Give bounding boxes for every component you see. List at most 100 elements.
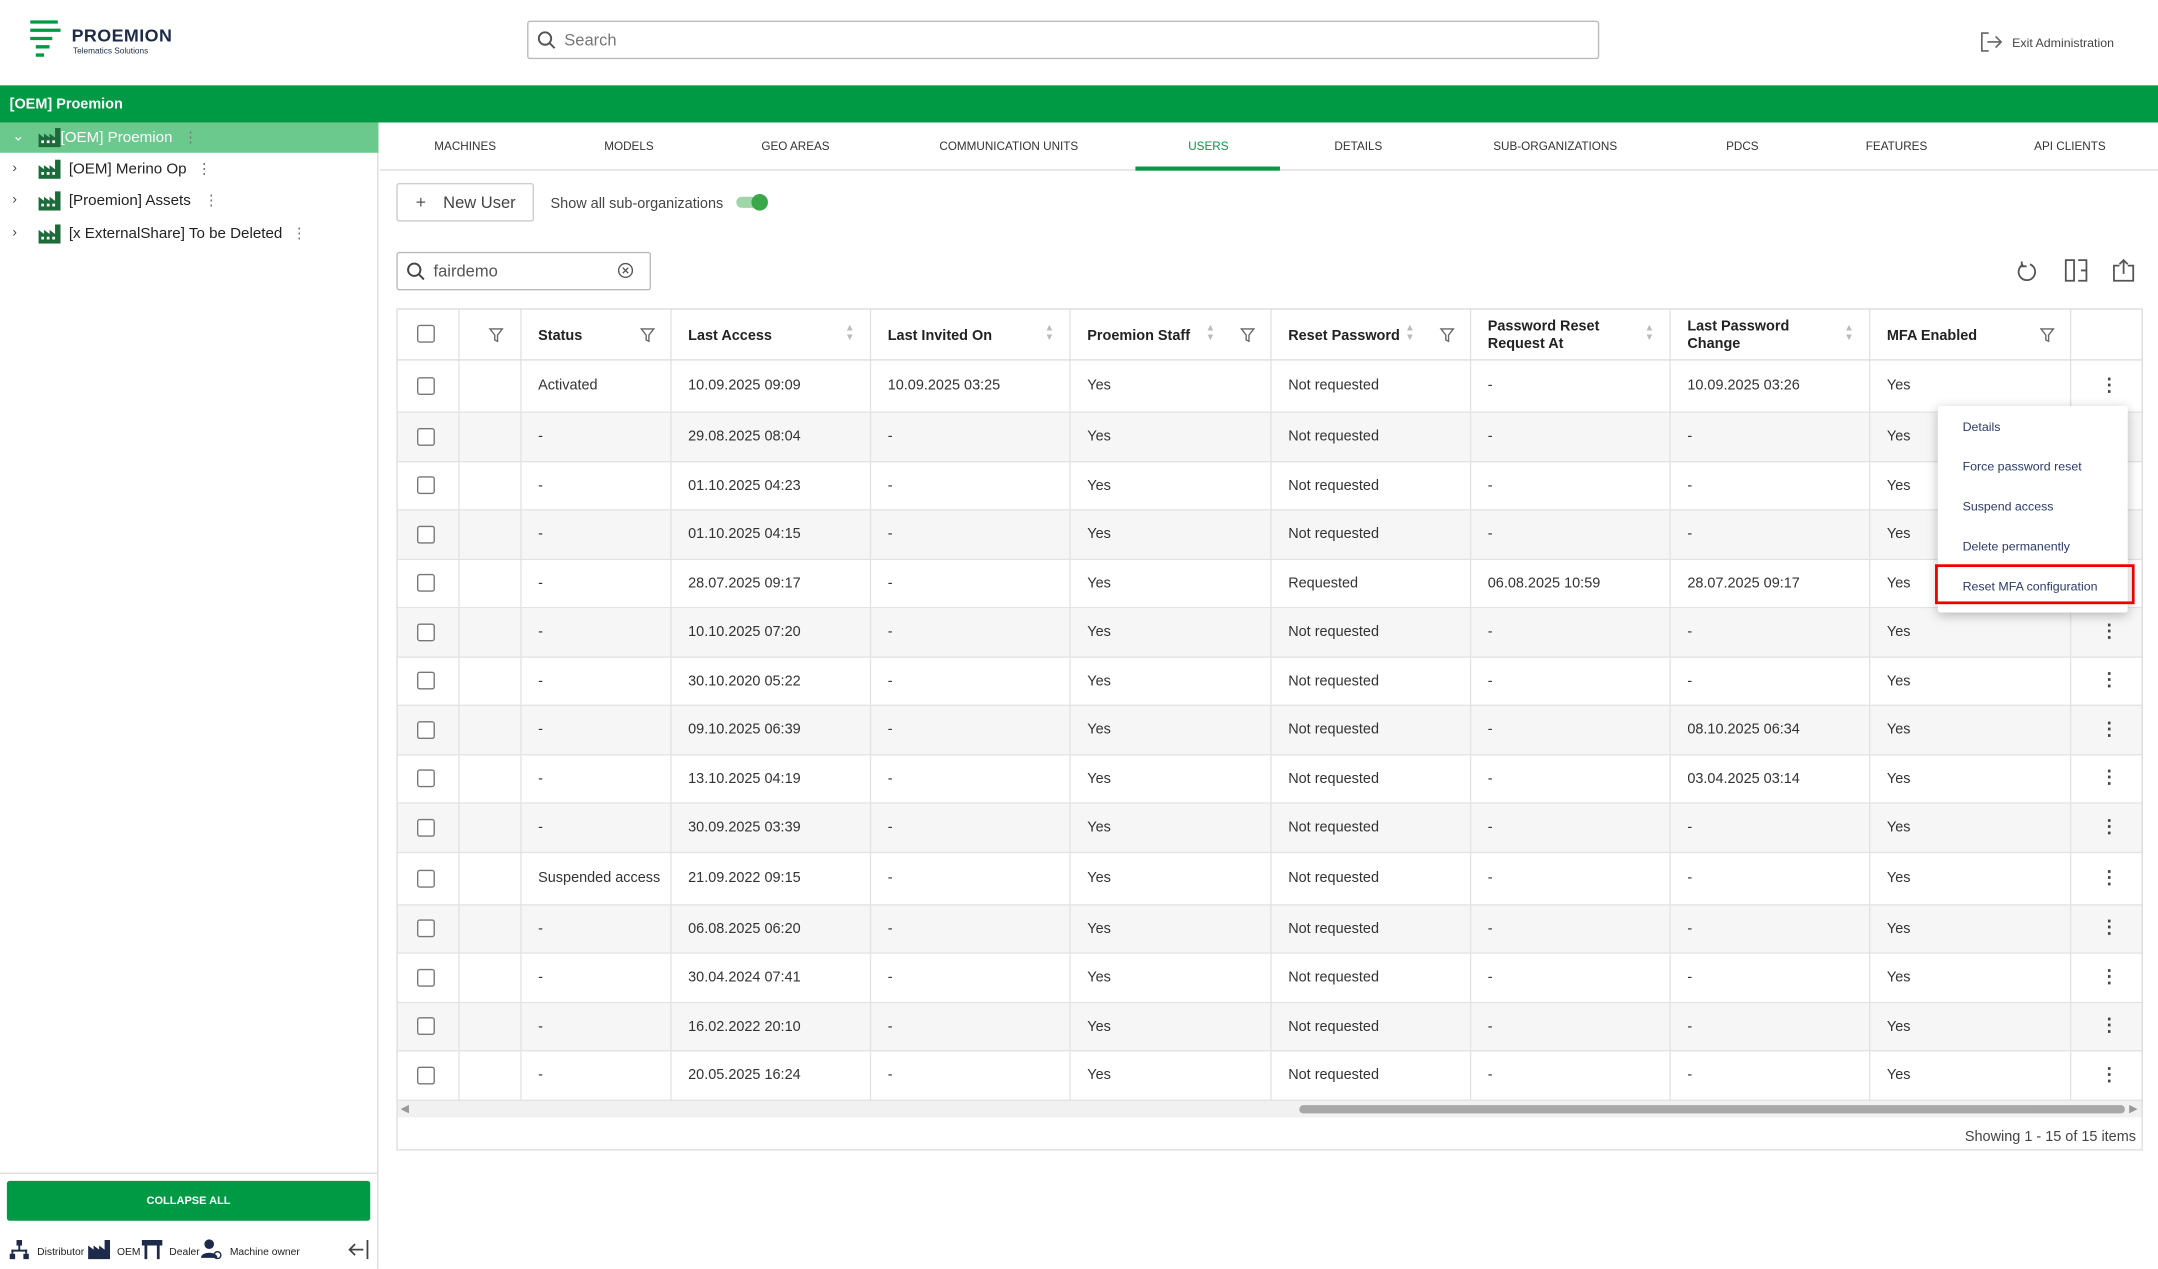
sidebar-collapse-icon[interactable] — [347, 1240, 369, 1260]
tab[interactable]: API CLIENTS — [2034, 139, 2106, 153]
tab[interactable]: SUB-ORGANIZATIONS — [1493, 139, 1618, 153]
table-cell: Yes — [1886, 477, 1911, 494]
table-cell: Yes — [1886, 526, 1911, 543]
sort-icon[interactable]: ▲ ▼ — [1205, 323, 1216, 343]
collapse-button[interactable] — [6, 1180, 371, 1221]
sort-icon[interactable]: ▲ ▼ — [1644, 323, 1655, 343]
scrollbar-thumb[interactable] — [1299, 1105, 2125, 1114]
filter-icon[interactable] — [488, 325, 504, 350]
row-actions[interactable]: ⋮ — [2100, 866, 2119, 888]
row-checkbox[interactable] — [417, 525, 435, 544]
tree-label[interactable]: [OEM] Merino Op — [68, 161, 187, 178]
row-checkbox[interactable] — [417, 574, 435, 593]
tab[interactable]: USERS — [1188, 139, 1229, 153]
row-actions[interactable]: ⋮ — [2100, 718, 2119, 739]
scroll-right[interactable]: ▶ — [2129, 1102, 2138, 1115]
filter-icon[interactable] — [2039, 325, 2055, 350]
tree-kebab[interactable]: ⋮ — [196, 161, 212, 178]
dealer-icon — [141, 1240, 163, 1260]
row-actions[interactable]: ⋮ — [2100, 1014, 2119, 1036]
filter-icon[interactable] — [639, 325, 656, 350]
new-user-button[interactable] — [396, 183, 534, 222]
column-header[interactable]: Last Password Change — [1687, 317, 1790, 353]
exit-icon[interactable] — [1980, 32, 2003, 53]
filter-icon[interactable] — [1439, 325, 1455, 350]
menu-item[interactable]: Reset MFA configuration — [1962, 579, 2098, 594]
sort-icon[interactable]: ▲ ▼ — [1405, 323, 1415, 343]
header-checkbox[interactable] — [417, 324, 435, 343]
column-header[interactable]: Status — [538, 326, 583, 344]
row-actions[interactable]: ⋮ — [2100, 1063, 2119, 1085]
row-checkbox[interactable] — [417, 919, 435, 938]
table-row — [397, 657, 2142, 707]
row-actions[interactable]: ⋮ — [2100, 916, 2119, 938]
row-checkbox[interactable] — [417, 769, 435, 788]
row-checkbox[interactable] — [417, 1066, 435, 1085]
tab[interactable]: GEO AREAS — [761, 139, 830, 153]
tree-toggle[interactable]: › — [12, 225, 17, 241]
row-checkbox[interactable] — [417, 671, 435, 690]
row-checkbox[interactable] — [417, 1017, 435, 1036]
row-actions[interactable]: ⋮ — [2100, 815, 2119, 837]
tree-kebab[interactable]: ⋮ — [183, 129, 199, 146]
tree-toggle[interactable]: › — [12, 192, 17, 208]
tab[interactable]: COMMUNICATION UNITS — [939, 139, 1079, 153]
row-checkbox[interactable] — [417, 869, 435, 888]
row-checkbox[interactable] — [417, 376, 435, 395]
row-actions[interactable]: ⋮ — [2100, 373, 2119, 395]
row-checkbox[interactable] — [417, 818, 435, 837]
row-checkbox[interactable] — [417, 720, 435, 739]
table-cell: - — [1687, 1018, 1693, 1035]
export-icon[interactable] — [2113, 258, 2135, 282]
column-header[interactable]: Proemion Staff — [1087, 326, 1191, 344]
menu-item[interactable]: Delete permanently — [1962, 539, 2070, 554]
table-cell: 28.07.2025 09:17 — [1687, 574, 1800, 592]
column-header[interactable]: MFA Enabled — [1886, 326, 1978, 344]
table-cell: Yes — [1886, 969, 1911, 986]
column-header[interactable]: Last Access — [688, 326, 772, 344]
tab[interactable]: MODELS — [604, 139, 654, 153]
row-actions[interactable]: ⋮ — [2100, 669, 2119, 690]
row-checkbox[interactable] — [417, 623, 435, 642]
tab[interactable]: FEATURES — [1865, 139, 1928, 153]
menu-item[interactable]: Force password reset — [1962, 459, 2082, 474]
column-header[interactable]: Reset Password — [1288, 326, 1400, 344]
menu-item[interactable]: Suspend access — [1962, 499, 2054, 514]
row-checkbox[interactable] — [417, 427, 435, 446]
tab[interactable]: PDCS — [1726, 139, 1759, 153]
row-checkbox[interactable] — [417, 968, 435, 987]
scroll-left[interactable]: ◀ — [400, 1102, 409, 1115]
table-cell: Suspended access — [538, 869, 661, 887]
column-header[interactable]: Last Invited On — [887, 326, 993, 344]
tree-toggle[interactable]: ⌄ — [12, 129, 24, 145]
tree-kebab[interactable]: ⋮ — [203, 192, 219, 210]
sort-icon[interactable]: ▲ ▼ — [1844, 323, 1854, 343]
tab[interactable]: MACHINES — [434, 139, 497, 153]
menu-item[interactable]: Details — [1962, 419, 2001, 434]
row-actions[interactable]: ⋮ — [2100, 965, 2119, 987]
table-cell: Yes — [1886, 623, 1911, 641]
row-actions[interactable]: ⋮ — [2100, 766, 2119, 788]
tree-label[interactable]: [Proemion] Assets — [68, 192, 191, 210]
tree-kebab[interactable]: ⋮ — [291, 225, 307, 243]
columns-icon[interactable] — [2064, 259, 2088, 282]
search-box[interactable] — [527, 20, 1600, 60]
row-checkbox[interactable] — [417, 476, 435, 495]
exit-link[interactable]: Exit Administration — [2012, 35, 2115, 50]
filter-icon[interactable] — [1239, 325, 1256, 350]
filter-input[interactable] — [396, 251, 651, 291]
tree-label[interactable]: [OEM] Proemion — [60, 129, 173, 146]
row-actions[interactable]: ⋮ — [2100, 620, 2119, 642]
column-divider — [460, 308, 522, 1102]
sort-icon[interactable]: ▲ ▼ — [845, 323, 855, 343]
column-divider — [1272, 308, 1472, 1102]
table-cell: - — [538, 819, 543, 836]
tab[interactable]: DETAILS — [1334, 139, 1383, 153]
refresh-icon[interactable] — [2016, 260, 2038, 282]
column-header[interactable]: Password Reset Request At — [1487, 317, 1600, 353]
tree-label[interactable]: [x ExternalShare] To be Deleted — [68, 225, 283, 243]
table-row — [397, 852, 2142, 905]
clear-icon[interactable] — [617, 261, 635, 279]
tree-toggle[interactable]: › — [12, 161, 17, 177]
sort-icon[interactable]: ▲ ▼ — [1044, 323, 1055, 343]
